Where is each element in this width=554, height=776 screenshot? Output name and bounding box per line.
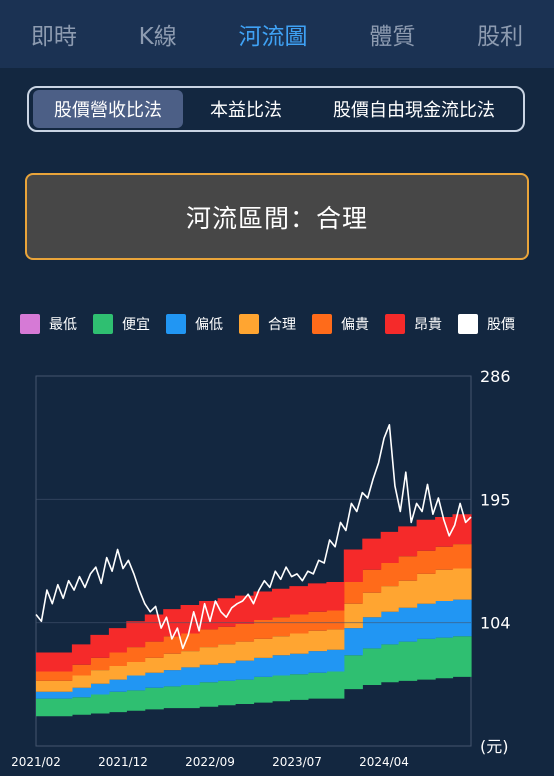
x-tick-label: 2022/09 [185, 755, 235, 769]
y-unit-label: (元) [480, 737, 509, 756]
price-line [35, 424, 472, 650]
legend-item-high: 偏貴 [312, 314, 369, 334]
river-chart: 104 195 286 2021/02 2021/12 2022/09 2023/07 202… [11, 367, 511, 769]
band-4 [36, 514, 472, 672]
legend-item-cheap: 便宜 [93, 314, 150, 334]
legend-item-expensive: 昂貴 [385, 314, 442, 334]
method-price-fcf-ratio[interactable]: 股價自由現金流比法 [333, 100, 495, 121]
legend-item-low: 偏低 [166, 314, 223, 334]
legend-label: 昂貴 [414, 317, 442, 333]
method-price-revenue-ratio[interactable]: 股價營收比法 [33, 90, 183, 128]
tab-kline[interactable]: K線 [138, 24, 177, 50]
legend-label: 偏貴 [341, 317, 369, 333]
legend-item-price: 股價 [458, 314, 515, 334]
y-tick-label: 286 [480, 367, 511, 386]
legend-swatch [20, 314, 40, 334]
legend-swatch [458, 314, 478, 334]
top-tab-bar: 即時 K線 河流圖 體質 股利 [0, 0, 554, 68]
x-tick-label: 2021/12 [98, 755, 148, 769]
tab-river-chart[interactable]: 河流圖 [238, 24, 308, 50]
legend-swatch [312, 314, 332, 334]
x-tick-label: 2023/07 [272, 755, 322, 769]
legend-swatch [93, 314, 113, 334]
legend-label: 最低 [49, 317, 77, 333]
method-pe-ratio[interactable]: 本益比法 [210, 100, 282, 121]
legend-label: 偏低 [195, 317, 223, 333]
tab-fundamentals[interactable]: 體質 [369, 24, 416, 50]
legend-label: 合理 [268, 317, 296, 333]
y-tick-label: 104 [480, 614, 511, 633]
tab-dividend[interactable]: 股利 [477, 24, 524, 50]
chart-legend: 最低 便宜 偏低 合理 偏貴 昂貴 股價 [20, 312, 540, 336]
legend-label: 便宜 [122, 317, 150, 333]
valuation-method-selector: 股價營收比法 本益比法 股價自由現金流比法 [27, 86, 525, 132]
legend-swatch [239, 314, 259, 334]
tab-realtime[interactable]: 即時 [30, 24, 77, 50]
legend-swatch [385, 314, 405, 334]
x-tick-label: 2021/02 [11, 755, 61, 769]
river-zone-status: 河流區間：合理 [25, 173, 529, 260]
x-tick-label: 2024/04 [359, 755, 409, 769]
band-0 [36, 636, 472, 717]
y-tick-label: 195 [480, 490, 511, 509]
legend-label: 股價 [487, 317, 515, 333]
legend-item-fair: 合理 [239, 314, 296, 334]
legend-swatch [166, 314, 186, 334]
legend-item-lowest: 最低 [20, 314, 77, 334]
